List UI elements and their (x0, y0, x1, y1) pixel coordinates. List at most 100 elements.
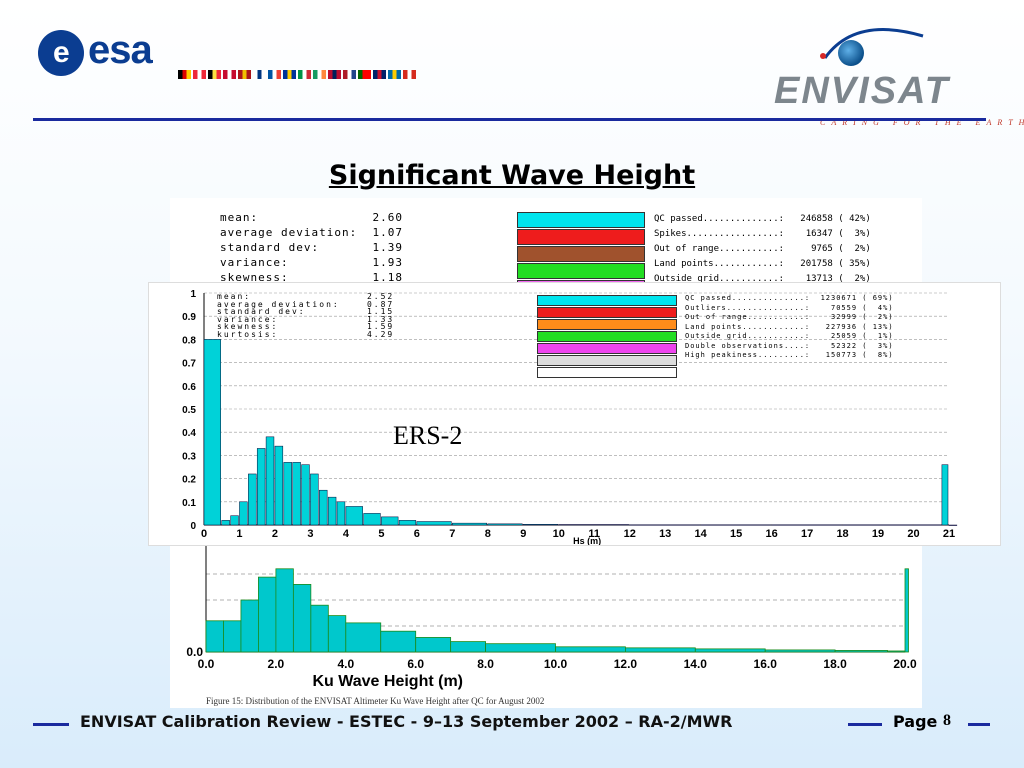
histogram-bar (336, 501, 346, 526)
x-tick-label: 10 (553, 528, 565, 540)
histogram-bar (416, 521, 452, 526)
flag-icon (388, 70, 401, 79)
x-tick-label: 17 (801, 528, 813, 540)
histogram-bar (380, 630, 417, 653)
histogram-bar (452, 522, 488, 526)
envisat-tagline: CARING FOR THE EARTH (820, 118, 1024, 127)
legend-swatch (537, 307, 677, 318)
legend-swatch (537, 355, 677, 366)
envisat-histogram: 0.00.0 2.0 4.0 6.0 8.0 10.0 12.0 14.0 16.0 18.0 20… (186, 528, 917, 690)
flag-icon (328, 70, 341, 79)
x-tick-label: 16 (765, 528, 777, 540)
histogram-bar (555, 646, 626, 653)
flag-icon (253, 70, 266, 79)
footer-text: ENVISAT Calibration Review - ESTEC - 9–1… (80, 712, 733, 731)
flag-icon (283, 70, 296, 79)
y-tick-label: 0.4 (182, 428, 196, 439)
histogram-bar (941, 464, 949, 526)
x-tick-label: 4 (343, 528, 350, 540)
legend-row: QC passed..............: 246858 ( 42%) (654, 214, 871, 224)
ers2-figure: 0 0.1 0.2 0.3 0.4 0.5 0.6 0.7 0.8 0.9 1 0 1 2 3 4 5 6 7 8 9 1… (148, 282, 1001, 546)
y-tick-label: 1 (190, 289, 196, 300)
stat-row: kurtosis: 4.29 (217, 329, 395, 339)
stat-row: average deviation: 0.87 (217, 299, 395, 309)
member-state-flags (178, 70, 416, 80)
legend-row: Land points............: 201758 ( 35%) (654, 259, 871, 269)
envisat-orbit-arc (820, 28, 924, 59)
x-tick-label: 1 (236, 528, 242, 540)
stat-row: average deviation: 1.07 (220, 226, 403, 239)
legend-row: Outliers...............: 70559 ( 4%) (685, 303, 894, 312)
legend-swatch (537, 367, 677, 378)
y-tick-label: 0.9 (182, 312, 196, 323)
histogram-bar (771, 524, 842, 526)
ers2-legend-text: QC passed..............: 1230671 ( 69%) O… (685, 294, 894, 361)
histogram-bar (887, 650, 906, 653)
y-tick-label: 0.5 (182, 405, 196, 416)
x-tick-label: 13 (659, 528, 671, 540)
x-tick-label: 15 (730, 528, 742, 540)
x-tick-label: 19 (872, 528, 884, 540)
histogram-bar (240, 599, 259, 653)
legend-swatch (517, 212, 645, 228)
histogram-bar (694, 648, 766, 653)
histogram-bar (415, 637, 452, 653)
x-tick-label: 14 (695, 528, 708, 540)
histogram-bar (913, 524, 942, 526)
stat-row: skewness: 1.59 (217, 322, 395, 331)
envisat-logo: ENVISAT CARING FOR THE EARTH (770, 18, 1024, 127)
histogram-bar (258, 576, 277, 653)
histogram-bar (301, 464, 310, 526)
x-axis-label: Ku Wave Height (m) (312, 673, 463, 690)
histogram-bar (283, 462, 292, 526)
histogram-bar (398, 520, 417, 526)
esa-logo-e: e (53, 36, 70, 69)
histogram-bar (363, 513, 381, 526)
histogram-bar (274, 445, 284, 526)
stat-row: skewness: 1.18 (220, 271, 403, 284)
y-tick-label: 0.6 (182, 382, 196, 393)
flag-icon (343, 70, 356, 79)
y-tick-label: 0.8 (182, 335, 196, 346)
legend-row: Double observations....: 52322 ( 3%) (685, 341, 894, 350)
header-rule (33, 118, 986, 121)
histogram-bar (292, 584, 312, 653)
stat-row: standard dev: 1.39 (220, 241, 403, 254)
flag-icon (238, 70, 251, 79)
flag-icon (178, 70, 191, 79)
histogram-bar (345, 506, 363, 526)
histogram-bar (248, 473, 257, 526)
globe-icon (838, 40, 864, 66)
histogram-bar (327, 615, 347, 653)
legend-swatch (517, 229, 645, 245)
flag-icon (298, 70, 311, 79)
histogram-bar (450, 641, 486, 653)
x-tick-label: 14.0 (684, 657, 708, 671)
histogram-bar (327, 496, 337, 526)
slide-title: Significant Wave Height (328, 160, 696, 191)
x-tick-label: 0.0 (198, 657, 215, 671)
x-tick-label: 2.0 (268, 657, 285, 671)
legend-row: Spikes.................: 16347 ( 3%) (654, 229, 871, 239)
x-tick-label: 12 (624, 528, 636, 540)
legend-swatch (537, 343, 677, 354)
footer-bar-mid (848, 723, 882, 726)
flag-icon (373, 70, 386, 79)
x-axis-label: Hs (m) (573, 536, 601, 545)
x-tick-label: 12.0 (614, 657, 638, 671)
x-tick-label: 9 (520, 528, 526, 540)
envisat-legend-text: QC passed..............: 246858 ( 42%) Sp… (654, 212, 871, 287)
histogram-bar (624, 647, 696, 653)
histogram-bar (487, 523, 523, 526)
esa-logo: e esa (38, 28, 198, 84)
x-tick-label: 0 (201, 528, 207, 540)
y-tick-label: 0.7 (182, 359, 196, 370)
histogram-bar (842, 524, 913, 526)
x-tick-label: 4.0 (337, 657, 354, 671)
histogram-bar (319, 489, 328, 526)
flag-icon (208, 70, 221, 79)
legend-swatch (537, 331, 677, 342)
x-tick-label: 16.0 (754, 657, 778, 671)
histogram-bar (381, 516, 399, 526)
footer: ENVISAT Calibration Review - ESTEC - 9–1… (0, 712, 1024, 736)
